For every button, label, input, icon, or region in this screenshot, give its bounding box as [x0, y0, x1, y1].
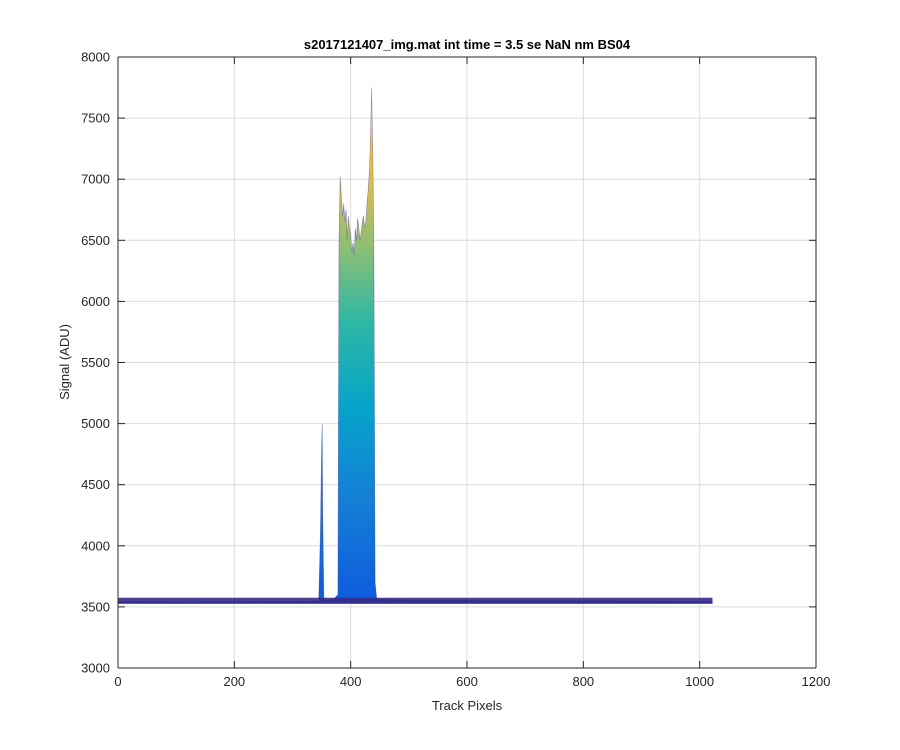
chart-title: s2017121407_img.mat int time = 3.5 se Na…	[304, 37, 631, 52]
series-line	[117, 87, 713, 603]
tick-labels: 0 200 400 600 800 1000 1200 3000 3500 4000 4500 500…	[81, 50, 830, 690]
y-tick-label: 3000	[81, 661, 110, 676]
y-tick-label: 8000	[81, 50, 110, 65]
y-tick-label: 7500	[81, 111, 110, 126]
y-tick-label: 4500	[81, 477, 110, 492]
y-tick-label: 5000	[81, 416, 110, 431]
y-tick-label: 5500	[81, 355, 110, 370]
x-tick-label: 600	[456, 674, 478, 689]
y-tick-label: 3500	[81, 599, 110, 614]
x-tick-label: 800	[572, 674, 594, 689]
x-axis-label: Track Pixels	[432, 698, 503, 713]
x-tick-label: 200	[223, 674, 245, 689]
y-tick-label: 7000	[81, 172, 110, 187]
y-tick-label: 6000	[81, 294, 110, 309]
series-layer	[117, 87, 713, 604]
x-tick-label: 400	[340, 674, 362, 689]
x-tick-label: 0	[114, 674, 121, 689]
y-tick-label: 4000	[81, 538, 110, 553]
baseline-noise-band	[118, 597, 713, 604]
x-tick-label: 1200	[802, 674, 831, 689]
y-tick-label: 6500	[81, 233, 110, 248]
grid-lines	[118, 57, 816, 668]
x-tick-label: 1000	[685, 674, 714, 689]
y-axis-label: Signal (ADU)	[57, 324, 72, 400]
